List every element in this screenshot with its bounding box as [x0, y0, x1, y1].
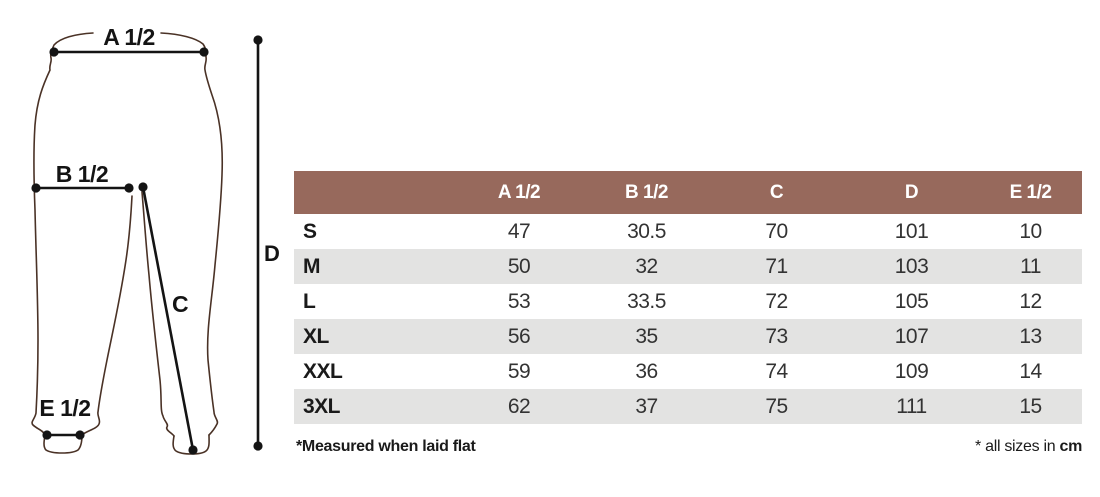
size-table: A 1/2 B 1/2 C D E 1/2 S 47 30.5 70 101 1… — [294, 171, 1082, 424]
value-a: 62 — [507, 394, 531, 418]
value-c: 74 — [765, 359, 788, 383]
measure-line-c — [141, 186, 195, 451]
table-row-xl: XL 56 35 73 107 13 — [294, 319, 1082, 354]
value-e: 15 — [1019, 394, 1042, 418]
size-label: M — [303, 254, 321, 278]
measurement-dots — [31, 35, 263, 455]
value-c: 71 — [765, 254, 788, 278]
value-e: 13 — [1019, 324, 1042, 348]
value-e: 10 — [1019, 219, 1042, 243]
pants-measurement-diagram: A 1/2 B 1/2 C D E 1/2 — [31, 24, 280, 455]
table-row-s: S 47 30.5 70 101 10 — [294, 214, 1082, 249]
measure-label-d: D — [264, 241, 279, 266]
table-row-l: L 53 33.5 72 105 12 — [294, 284, 1082, 319]
footnote-sizes-unit: * all sizes in cm — [975, 438, 1082, 456]
value-d: 107 — [894, 324, 929, 348]
measure-label-b: B 1/2 — [56, 161, 108, 187]
value-d: 103 — [894, 254, 929, 278]
header-cell-b: B 1/2 — [625, 181, 668, 203]
measure-label-e: E 1/2 — [39, 395, 90, 421]
value-d: 101 — [894, 219, 929, 243]
value-a: 47 — [507, 219, 531, 243]
value-b: 32 — [635, 254, 658, 278]
measure-label-a: A 1/2 — [103, 24, 155, 50]
size-label: XL — [303, 324, 329, 348]
value-b: 37 — [635, 394, 658, 418]
size-label: 3XL — [303, 394, 341, 418]
size-label: L — [303, 289, 316, 313]
header-cell-e: E 1/2 — [1009, 181, 1052, 203]
table-row-m: M 50 32 71 103 11 — [294, 249, 1082, 284]
size-label: XXL — [303, 359, 343, 383]
value-b: 36 — [635, 359, 658, 383]
size-label: S — [303, 219, 317, 243]
value-b: 30.5 — [627, 219, 666, 243]
table-row-xxl: XXL 59 36 74 109 14 — [294, 354, 1082, 389]
measure-label-c: C — [172, 291, 188, 317]
header-cell-a: A 1/2 — [497, 181, 541, 203]
value-a: 50 — [507, 254, 531, 278]
value-b: 35 — [635, 324, 658, 348]
value-a: 56 — [507, 324, 531, 348]
header-cell-d: D — [904, 181, 919, 203]
value-e: 14 — [1019, 359, 1042, 383]
value-d: 111 — [896, 394, 927, 418]
value-e: 11 — [1020, 254, 1041, 278]
size-table-header: A 1/2 B 1/2 C D E 1/2 — [294, 171, 1082, 214]
footnote-measured-flat: *Measured when laid flat — [296, 438, 476, 455]
header-cell-c: C — [769, 181, 784, 203]
value-e: 12 — [1019, 289, 1042, 313]
value-a: 59 — [507, 359, 531, 383]
value-b: 33.5 — [627, 289, 666, 313]
footnote-unit-cm: cm — [1059, 438, 1082, 455]
value-c: 73 — [765, 324, 788, 348]
value-c: 70 — [765, 219, 788, 243]
value-d: 105 — [894, 289, 929, 313]
value-c: 75 — [765, 394, 788, 418]
pants-outline — [31, 32, 224, 455]
value-a: 53 — [507, 289, 531, 313]
footnote-sizes-prefix: * all sizes in — [975, 438, 1060, 455]
value-c: 72 — [765, 289, 788, 313]
measurement-lines — [36, 40, 260, 451]
table-row-3xl: 3XL 62 37 75 111 15 — [294, 389, 1082, 424]
value-d: 109 — [894, 359, 929, 383]
